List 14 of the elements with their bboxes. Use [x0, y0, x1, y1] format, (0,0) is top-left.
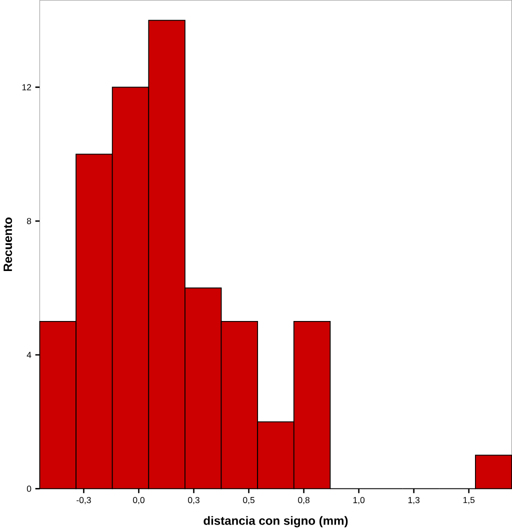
y-tick-label: 4 [26, 352, 32, 358]
x-tick-label: 0,3 [188, 496, 200, 504]
x-tick-label: 1,3 [408, 496, 420, 504]
x-tick-label: 1,5 [463, 496, 474, 504]
x-tick-label: 1,0 [353, 496, 364, 504]
y-tick-label: 8 [26, 218, 32, 224]
x-axis-title: distancia con signo (mm) [204, 516, 348, 528]
x-tick-label: 0,0 [132, 496, 144, 504]
y-tick-label: 0 [26, 486, 32, 492]
x-tick-label: 0,8 [298, 496, 310, 504]
x-tick-label: 0,5 [242, 496, 254, 504]
y-axis-title: Recuento [4, 218, 12, 272]
x-tick-label: -0,3 [76, 496, 91, 504]
y-tick-label: 12 [22, 84, 31, 90]
